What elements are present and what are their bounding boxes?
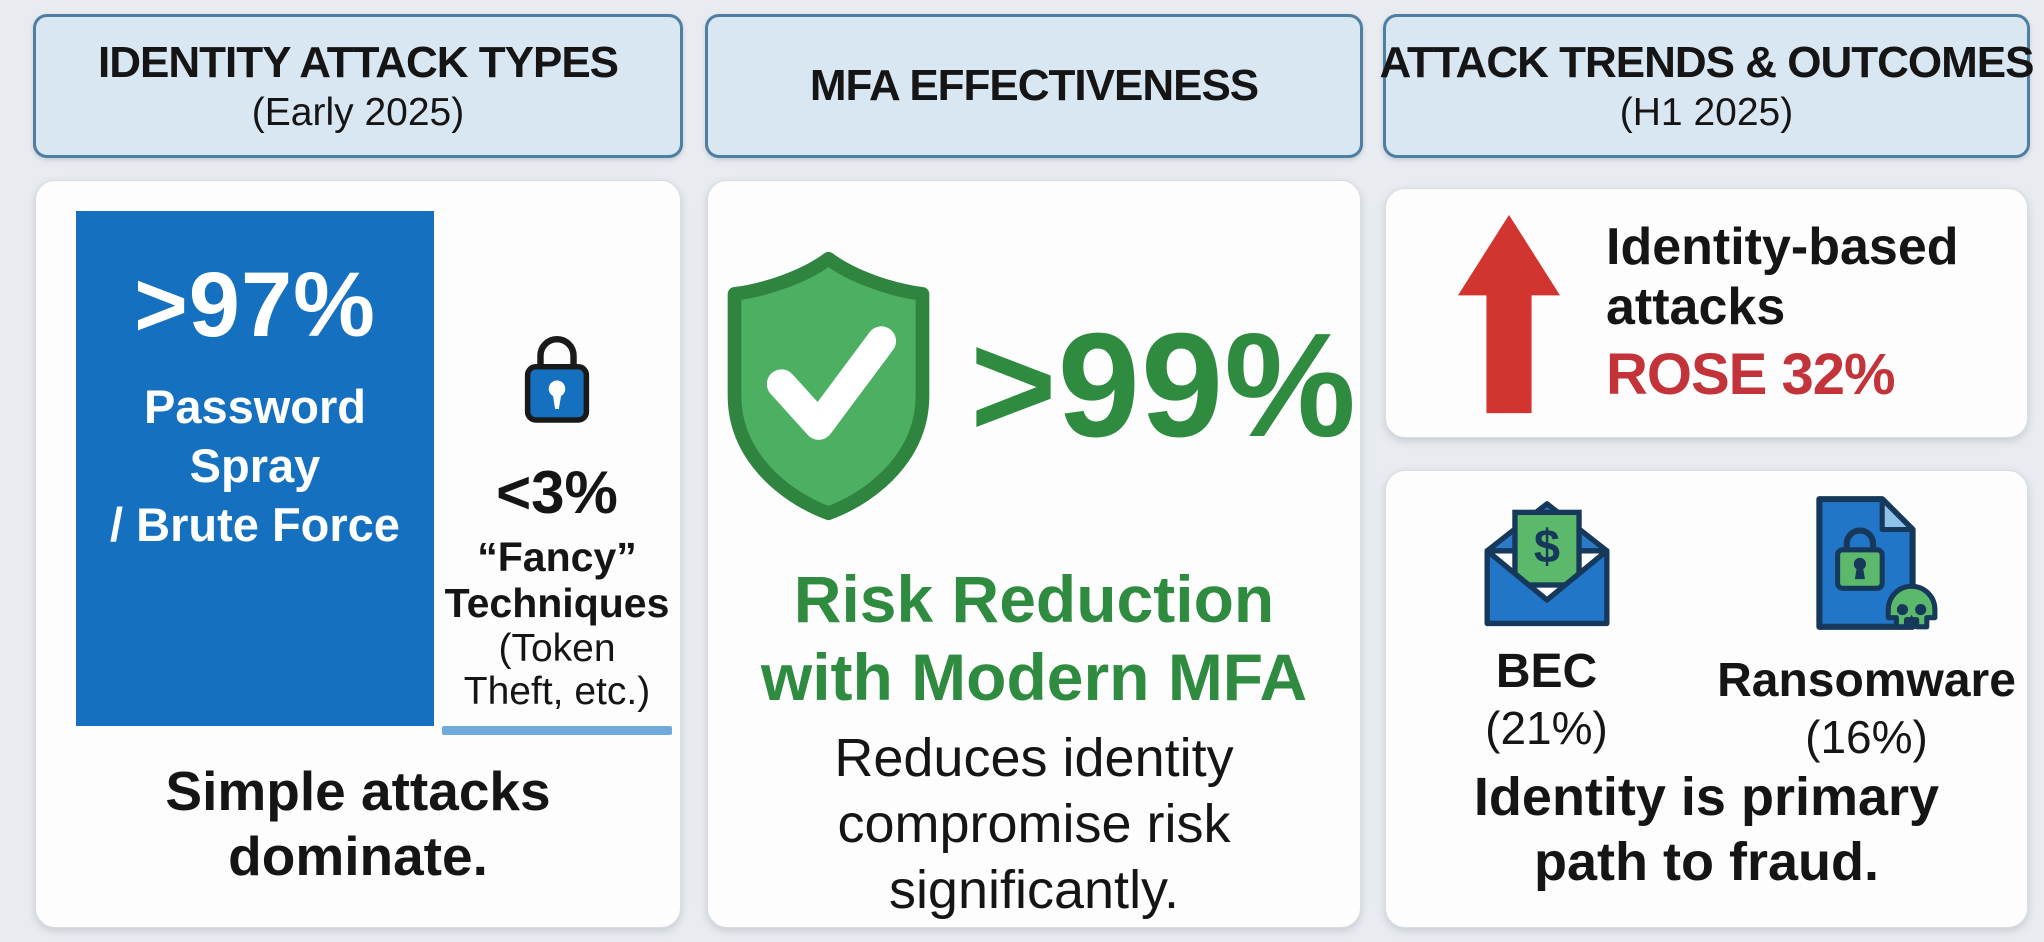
padlock-icon bbox=[524, 335, 590, 423]
header-title: IDENTITY ATTACK TYPES bbox=[97, 37, 619, 87]
majority-label-line2: / Brute Force bbox=[110, 497, 400, 551]
outcome-value: (21%) bbox=[1485, 702, 1608, 754]
column-mfa-effectiveness: MFA EFFECTIVENESS >99% Risk Reduction wi… bbox=[705, 0, 1363, 942]
header-mfa-effectiveness: MFA EFFECTIVENESS bbox=[705, 14, 1363, 158]
trend-label-line1: Identity-based bbox=[1606, 217, 1959, 276]
minority-label-line1: “Fancy” bbox=[477, 534, 637, 580]
caption-line2: dominate. bbox=[228, 825, 488, 888]
card-mfa: >99% Risk Reduction with Modern MFA Redu… bbox=[707, 180, 1361, 928]
dollar-sign-glyph: $ bbox=[1533, 520, 1559, 573]
caption-line1: Simple attacks bbox=[165, 760, 551, 823]
outcome-bec: $ BEC (21%) bbox=[1422, 491, 1672, 764]
ransomware-file-icon bbox=[1815, 496, 1937, 630]
header-subtitle: (Early 2025) bbox=[251, 90, 465, 134]
outcome-ransomware: Ransomware (16%) bbox=[1717, 491, 2016, 764]
column-identity-attack-types: IDENTITY ATTACK TYPES (Early 2025) >97% … bbox=[33, 0, 683, 942]
mfa-headline-line1: Risk Reduction bbox=[793, 562, 1275, 636]
card-fraud-outcomes: $ BEC (21%) bbox=[1385, 470, 2028, 928]
minority-detail-line2: Theft, etc.) bbox=[463, 670, 651, 714]
trend-label-line2: attacks bbox=[1606, 277, 1786, 336]
trend-row: Identity-based attacks ROSE 32% bbox=[1386, 189, 2027, 437]
majority-label-line1: Password Spray bbox=[143, 380, 367, 492]
bec-email-icon: $ bbox=[1484, 501, 1609, 627]
caption-line1: Identity is primary bbox=[1473, 767, 1940, 828]
header-subtitle: (H1 2025) bbox=[1619, 90, 1794, 134]
caption-line2: compromise risk bbox=[837, 793, 1231, 854]
minority-value: <3% bbox=[496, 459, 618, 526]
caption-simple-attacks: Simple attacks dominate. bbox=[36, 759, 680, 889]
outcome-value: (16%) bbox=[1805, 711, 1928, 763]
minority-detail-line1: (Token bbox=[498, 626, 616, 670]
caption-line1: Reduces identity bbox=[834, 728, 1234, 788]
outcomes-row: $ BEC (21%) bbox=[1386, 491, 2027, 764]
card-attack-types: >97% Password Spray / Brute Force <3% “F… bbox=[35, 180, 681, 928]
minority-underline-bar bbox=[442, 726, 672, 736]
header-title: ATTACK TRENDS & OUTCOMES bbox=[1379, 37, 2035, 87]
mfa-headline: Risk Reduction with Modern MFA bbox=[708, 561, 1360, 717]
mfa-headline-line2: with Modern MFA bbox=[760, 639, 1308, 714]
column-attack-trends: ATTACK TRENDS & OUTCOMES (H1 2025) Ident… bbox=[1380, 0, 2034, 942]
header-attack-trends: ATTACK TRENDS & OUTCOMES (H1 2025) bbox=[1380, 14, 2034, 158]
caption-line3: significantly. bbox=[888, 859, 1180, 920]
card-trend-rise: Identity-based attacks ROSE 32% bbox=[1385, 188, 2028, 438]
outcome-name: BEC bbox=[1495, 645, 1598, 698]
header-title: MFA EFFECTIVENESS bbox=[809, 61, 1259, 110]
mfa-stat-row: >99% bbox=[708, 247, 1360, 525]
shield-check-icon bbox=[727, 251, 930, 521]
minority-label-detail: (Token Theft, etc.) bbox=[442, 627, 672, 714]
trend-text: Identity-based attacks ROSE 32% bbox=[1606, 218, 1959, 409]
header-identity-attack-types: IDENTITY ATTACK TYPES (Early 2025) bbox=[33, 14, 683, 158]
minority-label-line2: Techniques bbox=[444, 579, 670, 626]
caption-mfa: Reduces identity compromise risk signifi… bbox=[708, 726, 1360, 924]
mfa-value: >99% bbox=[970, 303, 1357, 468]
up-arrow-icon bbox=[1457, 214, 1561, 414]
minority-label-bold: “Fancy” Techniques bbox=[442, 534, 672, 627]
trend-highlight: ROSE 32% bbox=[1606, 342, 1896, 408]
minority-group: <3% “Fancy” Techniques (Token Theft, etc… bbox=[442, 319, 672, 736]
caption-line2: path to fraud. bbox=[1534, 832, 1879, 893]
majority-value: >97% bbox=[134, 254, 376, 356]
majority-label: Password Spray / Brute Force bbox=[76, 378, 434, 554]
bar-password-spray: >97% Password Spray / Brute Force bbox=[76, 211, 434, 726]
outcome-name: Ransomware bbox=[1717, 654, 2016, 707]
caption-identity-fraud: Identity is primary path to fraud. bbox=[1386, 765, 2027, 895]
